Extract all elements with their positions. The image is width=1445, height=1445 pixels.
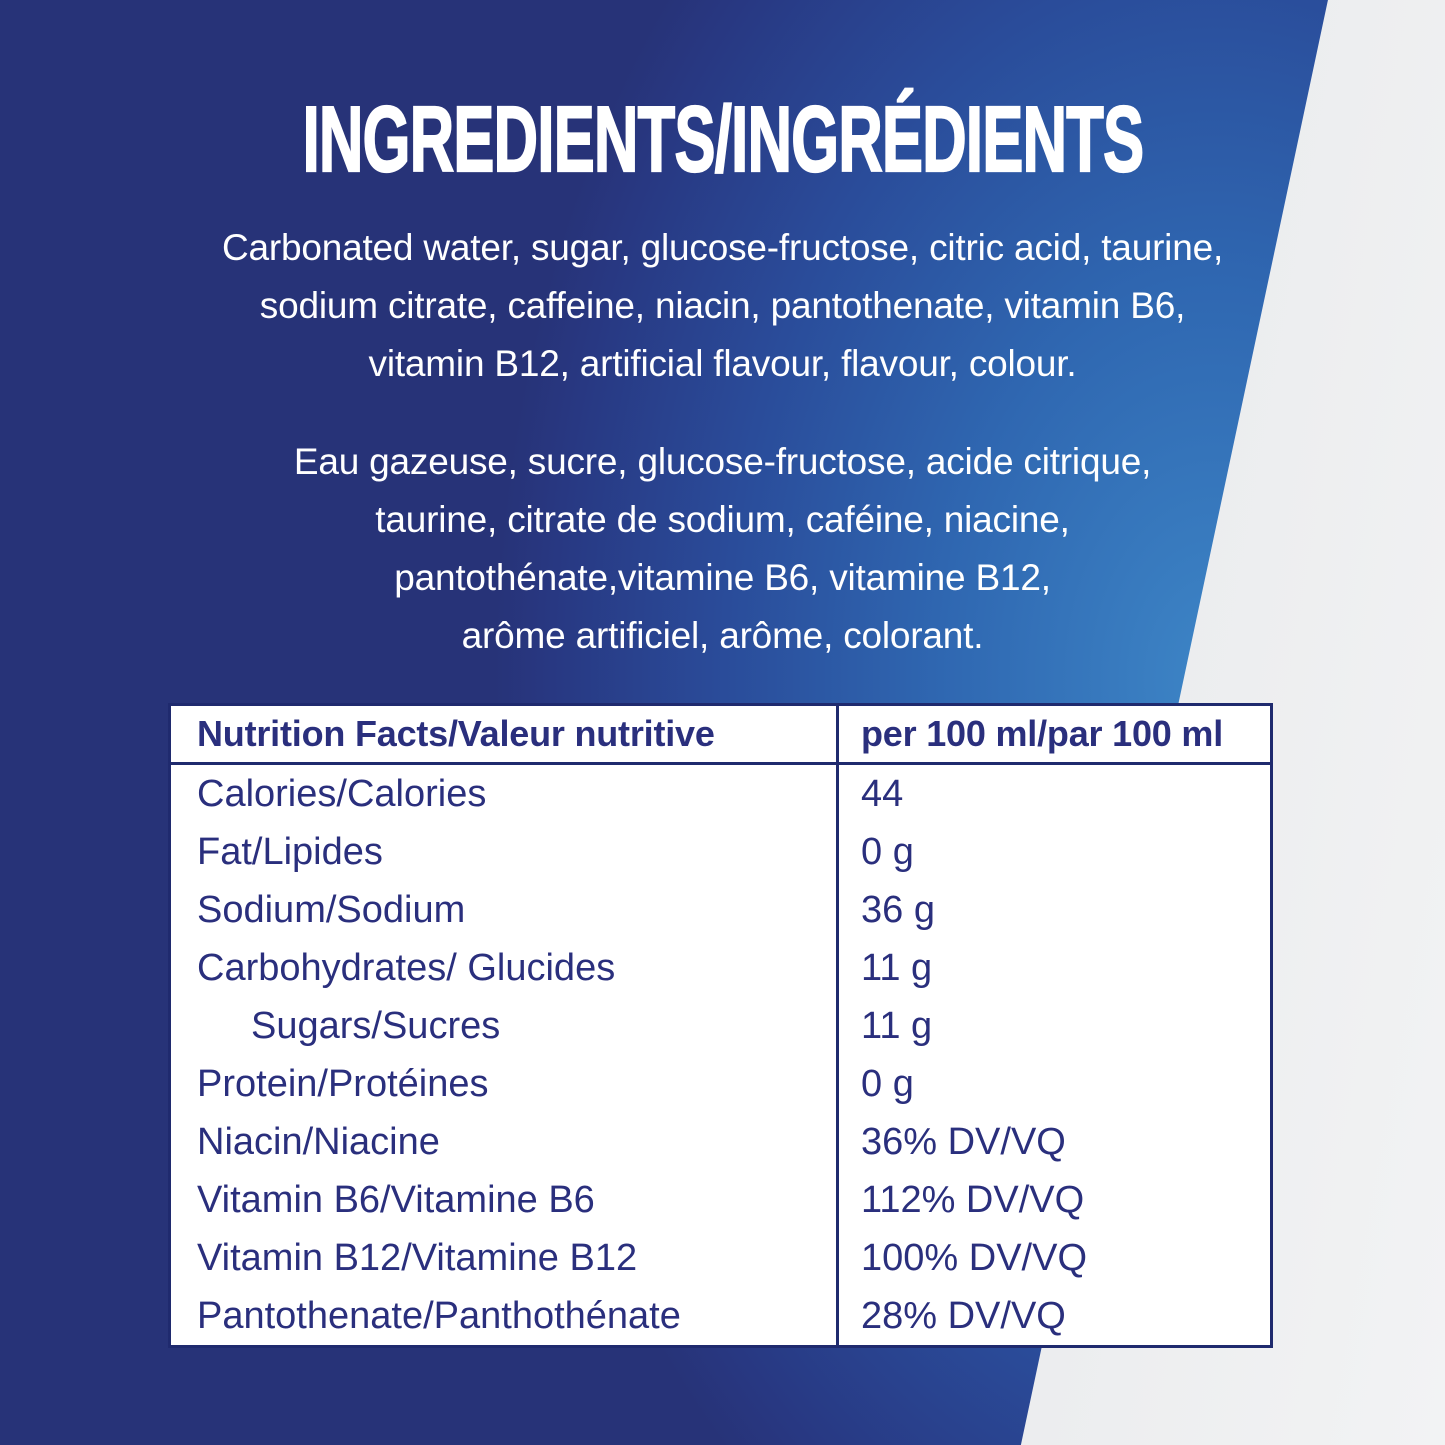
table-header-value: per 100 ml/par 100 ml: [836, 706, 1270, 762]
row-label: Calories/Calories: [197, 773, 487, 815]
row-value: 11 g: [836, 939, 1270, 997]
row-value: 0 g: [836, 823, 1270, 881]
table-body: Calories/Calories 44 Fat/Lipides 0 g Sod…: [171, 765, 1270, 1345]
table-row-sodium: Sodium/Sodium 36 g: [171, 881, 1270, 939]
row-value: 36 g: [836, 881, 1270, 939]
row-label: Protein/Protéines: [197, 1063, 489, 1105]
row-label: Sugars/Sucres: [251, 1005, 501, 1047]
table-row-sugars: Sugars/Sucres 11 g: [171, 997, 1270, 1055]
title-wrap: INGREDIENTS/INGRÉDIENTS: [0, 86, 1445, 193]
ingredients-en-line: Carbonated water, sugar, glucose-fructos…: [221, 227, 1224, 268]
table-row-calories: Calories/Calories 44: [171, 765, 1270, 823]
table-row-protein: Protein/Protéines 0 g: [171, 1055, 1270, 1113]
row-value: 112% DV/VQ: [836, 1171, 1270, 1229]
ingredients-english: Carbonated water, sugar, glucose-fructos…: [0, 219, 1445, 393]
ingredients-en-line: vitamin B12, artificial flavour, flavour…: [368, 343, 1077, 384]
row-label: Vitamin B12/Vitamine B12: [197, 1237, 638, 1279]
row-value: 11 g: [836, 997, 1270, 1055]
row-label: Sodium/Sodium: [197, 889, 466, 931]
table-row-vitamin-b6: Vitamin B6/Vitamine B6 112% DV/VQ: [171, 1171, 1270, 1229]
table-row-pantothenate: Pantothenate/Panthothénate 28% DV/VQ: [171, 1287, 1270, 1345]
row-value: 36% DV/VQ: [836, 1113, 1270, 1171]
row-label: Fat/Lipides: [197, 831, 383, 873]
ingredients-fr-line: arôme artificiel, arôme, colorant.: [461, 615, 984, 656]
row-value: 100% DV/VQ: [836, 1229, 1270, 1287]
row-label: Pantothenate/Panthothénate: [197, 1295, 681, 1337]
row-value: 0 g: [836, 1055, 1270, 1113]
table-row-carbohydrates: Carbohydrates/ Glucides 11 g: [171, 939, 1270, 997]
row-label: Niacin/Niacine: [197, 1121, 440, 1163]
row-label: Vitamin B6/Vitamine B6: [197, 1179, 595, 1221]
table-row-fat: Fat/Lipides 0 g: [171, 823, 1270, 881]
row-value: 28% DV/VQ: [836, 1287, 1270, 1345]
table-header-label: Nutrition Facts/Valeur nutritive: [197, 713, 715, 754]
row-value: 44: [836, 765, 1270, 823]
table-row-vitamin-b12: Vitamin B12/Vitamine B12 100% DV/VQ: [171, 1229, 1270, 1287]
row-label: Carbohydrates/ Glucides: [197, 947, 616, 989]
ingredients-fr-line: taurine, citrate de sodium, caféine, nia…: [375, 499, 1070, 540]
ingredients-fr-line: Eau gazeuse, sucre, glucose-fructose, ac…: [293, 441, 1152, 482]
table-row-niacin: Niacin/Niacine 36% DV/VQ: [171, 1113, 1270, 1171]
ingredients-french: Eau gazeuse, sucre, glucose-fructose, ac…: [0, 433, 1445, 665]
table-header-row: Nutrition Facts/Valeur nutritive per 100…: [171, 706, 1270, 765]
ingredients-en-line: sodium citrate, caffeine, niacin, pantot…: [259, 285, 1186, 326]
page-title: INGREDIENTS/INGRÉDIENTS: [301, 86, 1144, 192]
ingredients-fr-line: pantothénate,vitamine B6, vitamine B12,: [394, 557, 1051, 598]
nutrition-facts-table: Nutrition Facts/Valeur nutritive per 100…: [168, 703, 1273, 1348]
